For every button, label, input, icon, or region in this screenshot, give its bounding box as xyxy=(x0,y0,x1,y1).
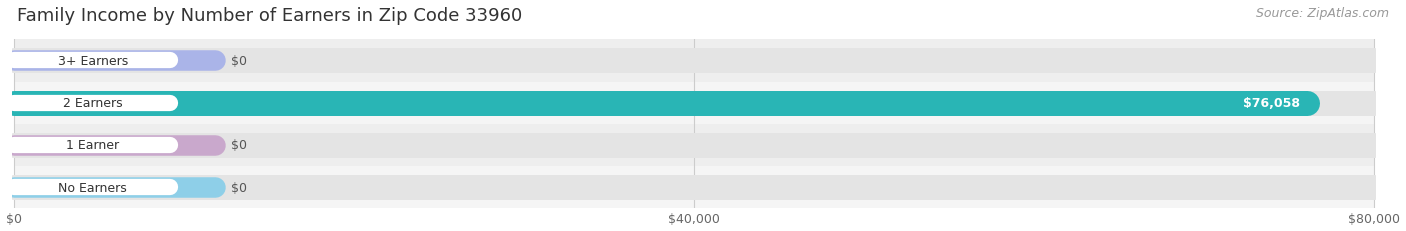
Text: $0: $0 xyxy=(232,181,247,194)
Text: $0: $0 xyxy=(232,55,247,68)
Text: No Earners: No Earners xyxy=(59,181,127,194)
Text: 2 Earners: 2 Earners xyxy=(63,97,122,110)
Bar xyxy=(14,166,1374,208)
Bar xyxy=(14,124,1374,166)
Text: $76,058: $76,058 xyxy=(1243,97,1301,110)
Bar xyxy=(14,82,1374,124)
Bar xyxy=(14,40,1374,82)
Text: 1 Earner: 1 Earner xyxy=(66,139,120,152)
Text: $0: $0 xyxy=(232,139,247,152)
Text: Source: ZipAtlas.com: Source: ZipAtlas.com xyxy=(1256,7,1389,20)
Text: 3+ Earners: 3+ Earners xyxy=(58,55,128,68)
Text: Family Income by Number of Earners in Zip Code 33960: Family Income by Number of Earners in Zi… xyxy=(17,7,522,25)
